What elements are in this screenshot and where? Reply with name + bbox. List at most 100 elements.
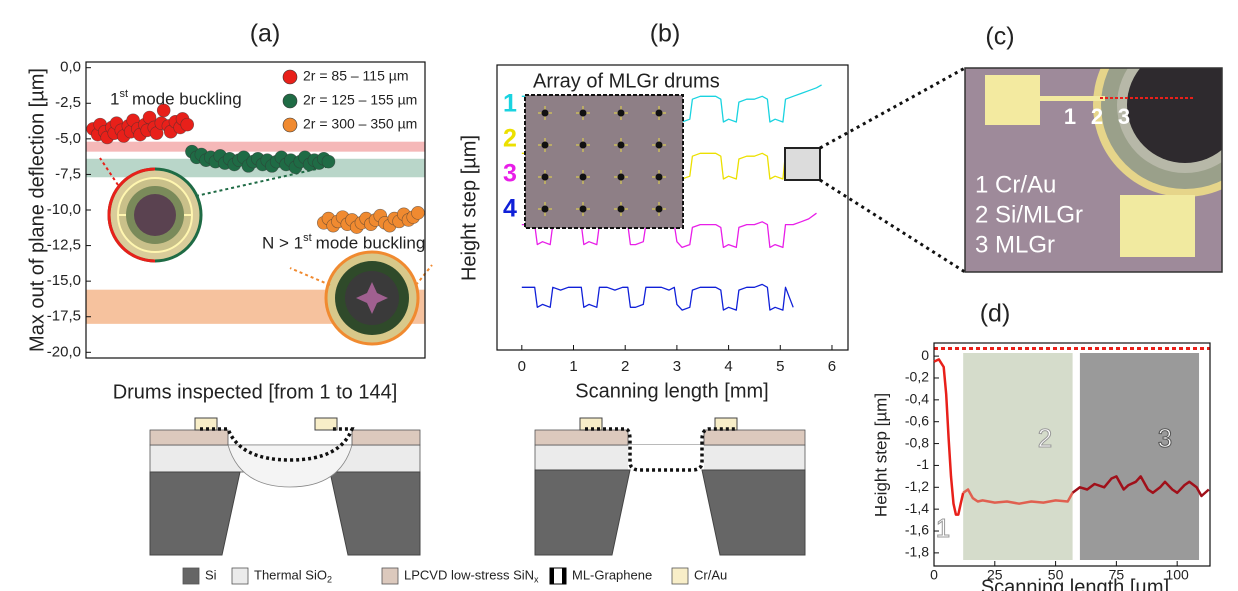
point (322, 155, 335, 168)
inset-drum (618, 206, 625, 213)
inset-drum (618, 174, 625, 181)
point (411, 206, 424, 219)
annotation: mode buckling (316, 233, 426, 252)
annotation-sup: st (303, 232, 312, 244)
legend-swatch (550, 568, 554, 584)
inset-drum (656, 142, 663, 149)
figure: (a) (b) (c) (d) Max out of plane deflect… (0, 0, 1238, 591)
region-label: 2 (1038, 423, 1052, 453)
y-tick-label: -1,4 (905, 500, 929, 516)
legend-swatch (672, 568, 688, 584)
legend-label: Cr/Au (694, 567, 727, 582)
zoom-connector (820, 68, 965, 272)
region-label: 3 (1158, 423, 1172, 453)
x-tick-label: 100 (1165, 567, 1189, 583)
legend-label-sub: 2 (327, 574, 332, 584)
legend-marker (283, 118, 297, 132)
inset-drum (580, 174, 587, 181)
y-tick-label: 0,0 (60, 59, 81, 76)
region-marker: 1 (1064, 104, 1076, 129)
x-axis-label: Drums inspected [from 1 to 144] (113, 381, 398, 403)
inset-drum (618, 142, 625, 149)
legend-swatch (382, 568, 398, 584)
legend-swatch (562, 568, 566, 584)
x-tick-label: 4 (724, 358, 732, 375)
y-tick-label: -12,5 (47, 237, 81, 254)
line (522, 284, 793, 310)
x-tick-label: 1 (569, 358, 577, 375)
y-tick-label: -7,5 (55, 165, 81, 182)
inset-drum (656, 206, 663, 213)
legend-label: Si (205, 567, 217, 582)
inset-drum (656, 174, 663, 181)
inset-drum (542, 142, 549, 149)
legend-label: 4 (503, 195, 517, 223)
y-tick-label: -1 (917, 456, 930, 472)
annotation: 1 (110, 89, 119, 108)
x-axis-label: Scanning length [mm] (575, 380, 768, 402)
zoom-box (785, 148, 820, 180)
annotation-sup: st (119, 88, 128, 100)
point (181, 118, 194, 131)
legend-label: 2 (503, 125, 517, 153)
inset-drum (580, 142, 587, 149)
legend-label: LPCVD low-stress SiN (404, 567, 534, 582)
x-tick-label: 25 (987, 567, 1003, 583)
y-axis-label: Height step [µm] (458, 135, 480, 281)
inset-drum (542, 206, 549, 213)
x-tick-label: 75 (1109, 567, 1125, 583)
drum-picture (326, 252, 418, 344)
micrograph-legend: 1 Cr/Au (975, 171, 1056, 198)
region-marker: 2 (1091, 104, 1103, 129)
y-tick-label: -0,4 (905, 391, 929, 407)
legend-label: 2r = 125 – 155 µm (303, 92, 417, 108)
legend-swatch (183, 568, 199, 584)
band (963, 353, 1072, 560)
legend-label: 1 (503, 90, 517, 118)
legend-marker (283, 94, 297, 108)
band (1080, 353, 1199, 560)
x-tick-label: 5 (776, 358, 784, 375)
y-axis-label: Max out of plane deflection [µm] (26, 68, 48, 352)
x-tick-label: 3 (673, 358, 681, 375)
y-axis-label: Height step [µm] (871, 393, 890, 517)
legend-label: 3 (503, 160, 517, 188)
y-tick-label: -10,0 (47, 201, 81, 218)
y-tick-label: 0 (921, 347, 929, 363)
legend-label: 2r = 85 – 115 µm (303, 68, 408, 84)
legend-label: ML-Graphene (572, 567, 652, 582)
inset-drum (542, 174, 549, 181)
inset-title: Array of MLGr drums (533, 70, 720, 92)
legend-swatch (232, 568, 248, 584)
annotation: mode buckling (132, 89, 242, 108)
inset-drum (580, 206, 587, 213)
y-tick-label: -20,0 (47, 343, 81, 360)
legend-marker (283, 70, 297, 84)
panel-label: (a) (250, 20, 281, 48)
x-tick-label: 6 (828, 358, 836, 375)
panel-label: (c) (985, 23, 1014, 51)
legend-label: 2r = 300 – 350 µm (303, 116, 417, 132)
micrograph-legend: 2 Si/MLGr (975, 201, 1083, 228)
inset-drum (580, 110, 587, 117)
panel-label: (d) (980, 300, 1011, 328)
panel-label: (b) (650, 20, 681, 48)
x-tick-label: 0 (518, 358, 526, 375)
micrograph-legend: 3 MLGr (975, 231, 1055, 258)
y-tick-label: -15,0 (47, 272, 81, 289)
y-tick-label: -0,6 (905, 412, 929, 428)
y-tick-label: -17,5 (47, 308, 81, 325)
cross-section (150, 418, 420, 555)
x-tick-label: 50 (1048, 567, 1064, 583)
region-label: 1 (936, 513, 950, 543)
drum-picture (109, 169, 201, 261)
y-tick-label: -0,2 (905, 369, 929, 385)
y-tick-label: -1,6 (905, 522, 929, 538)
y-tick-label: -1,2 (905, 478, 929, 494)
inset-drum (618, 110, 625, 117)
region-marker: 3 (1118, 104, 1130, 129)
legend-label: Thermal SiO (254, 567, 327, 582)
x-tick-label: 2 (621, 358, 629, 375)
line (934, 359, 963, 514)
annotation: N > 1 (262, 233, 303, 252)
